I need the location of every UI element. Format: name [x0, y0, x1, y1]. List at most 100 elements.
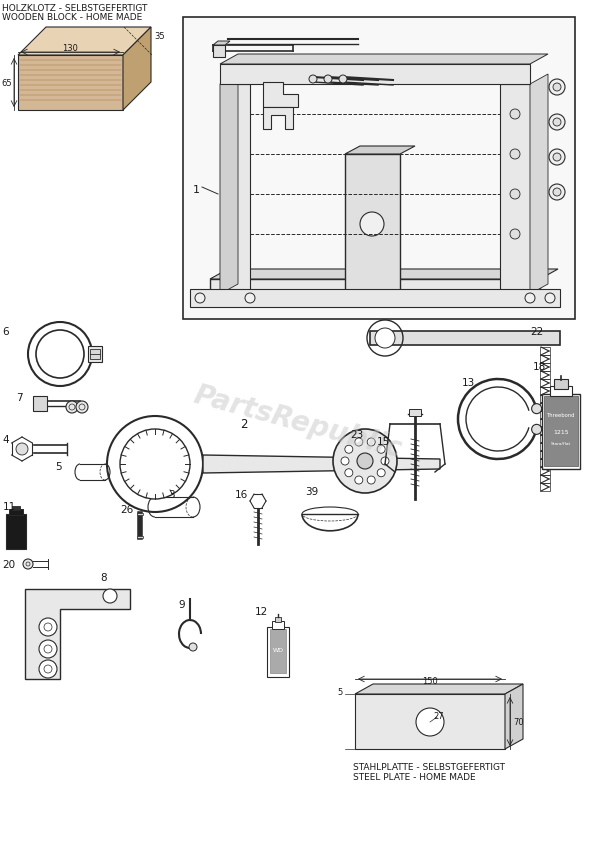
- Text: STEEL PLATE - HOME MADE: STEEL PLATE - HOME MADE: [353, 772, 476, 781]
- Text: HOLZKLOTZ - SELBSTGEFERTIGT: HOLZKLOTZ - SELBSTGEFERTIGT: [2, 4, 147, 13]
- Circle shape: [510, 230, 520, 240]
- Text: 23: 23: [350, 430, 363, 440]
- Bar: [409, 409, 421, 416]
- Circle shape: [195, 294, 205, 304]
- Circle shape: [345, 446, 353, 454]
- Bar: [550, 387, 572, 397]
- Text: 5: 5: [338, 688, 343, 696]
- Circle shape: [510, 150, 520, 160]
- Bar: [137, 513, 143, 516]
- Circle shape: [103, 589, 117, 603]
- Bar: [544, 397, 578, 467]
- Text: 150: 150: [422, 676, 438, 685]
- Circle shape: [341, 457, 349, 465]
- Text: 1: 1: [193, 185, 200, 195]
- Circle shape: [39, 641, 57, 658]
- Circle shape: [553, 84, 561, 92]
- Circle shape: [377, 469, 385, 477]
- Circle shape: [189, 643, 197, 652]
- Polygon shape: [505, 684, 523, 749]
- Circle shape: [510, 190, 520, 200]
- Bar: [540, 380, 550, 387]
- Bar: [190, 289, 560, 307]
- Text: PartsRepublic: PartsRepublic: [191, 381, 405, 463]
- Bar: [90, 349, 100, 360]
- Text: Stara/flat: Stara/flat: [551, 441, 571, 446]
- Text: 26: 26: [120, 505, 134, 514]
- Bar: [183, 18, 575, 320]
- Bar: [6, 514, 26, 549]
- Bar: [554, 380, 568, 390]
- Circle shape: [416, 708, 444, 736]
- Polygon shape: [370, 332, 560, 345]
- Text: 39: 39: [305, 486, 318, 496]
- Text: 8: 8: [100, 572, 107, 582]
- Polygon shape: [345, 147, 415, 154]
- Bar: [137, 537, 143, 538]
- Circle shape: [39, 619, 57, 636]
- Text: 6: 6: [2, 327, 8, 337]
- Text: 3: 3: [168, 490, 175, 500]
- Polygon shape: [220, 65, 530, 85]
- Circle shape: [16, 443, 28, 456]
- Bar: [540, 459, 550, 468]
- Circle shape: [360, 213, 384, 236]
- Text: WOODEN BLOCK - HOME MADE: WOODEN BLOCK - HOME MADE: [2, 13, 142, 22]
- Bar: [275, 617, 281, 622]
- Text: 11: 11: [3, 501, 16, 511]
- Bar: [540, 348, 550, 355]
- Polygon shape: [345, 154, 400, 295]
- Bar: [9, 510, 23, 516]
- Bar: [540, 355, 550, 364]
- Bar: [540, 484, 550, 491]
- Text: 9: 9: [178, 599, 185, 609]
- Bar: [540, 436, 550, 443]
- Circle shape: [549, 115, 565, 131]
- Circle shape: [245, 294, 255, 304]
- Bar: [540, 443, 550, 452]
- Text: 13: 13: [462, 377, 475, 387]
- Circle shape: [23, 560, 33, 570]
- Text: 20: 20: [2, 560, 15, 570]
- Circle shape: [381, 457, 389, 465]
- Polygon shape: [530, 75, 548, 295]
- Circle shape: [367, 477, 375, 484]
- Polygon shape: [210, 279, 540, 295]
- Text: 1215: 1215: [553, 430, 569, 435]
- Text: 2: 2: [240, 418, 247, 430]
- Circle shape: [355, 439, 363, 446]
- Bar: [540, 452, 550, 459]
- Text: 130: 130: [62, 44, 78, 53]
- Text: 5: 5: [55, 462, 61, 472]
- Circle shape: [553, 189, 561, 197]
- Bar: [540, 475, 550, 484]
- Bar: [540, 387, 550, 396]
- Text: 12: 12: [255, 606, 268, 616]
- Circle shape: [333, 430, 397, 494]
- Circle shape: [532, 425, 542, 435]
- Circle shape: [545, 294, 555, 304]
- Bar: [540, 371, 550, 380]
- Polygon shape: [213, 42, 230, 46]
- Polygon shape: [18, 56, 123, 111]
- Text: STAHLPLATTE - SELBSTGEFERTIGT: STAHLPLATTE - SELBSTGEFERTIGT: [353, 762, 505, 771]
- Polygon shape: [220, 55, 548, 65]
- Polygon shape: [220, 75, 238, 295]
- Polygon shape: [220, 85, 250, 295]
- Bar: [540, 364, 550, 371]
- Text: 7: 7: [16, 392, 23, 403]
- Text: 4: 4: [2, 435, 8, 445]
- Text: 65: 65: [1, 78, 12, 88]
- Polygon shape: [123, 28, 151, 111]
- Polygon shape: [210, 270, 558, 279]
- Bar: [540, 412, 550, 419]
- Bar: [540, 468, 550, 475]
- Text: 35: 35: [154, 32, 164, 41]
- Circle shape: [377, 446, 385, 454]
- Polygon shape: [355, 684, 523, 694]
- Polygon shape: [213, 46, 225, 58]
- Text: Threebond: Threebond: [547, 413, 575, 418]
- Polygon shape: [25, 589, 130, 679]
- Bar: [12, 506, 20, 511]
- Polygon shape: [203, 456, 440, 473]
